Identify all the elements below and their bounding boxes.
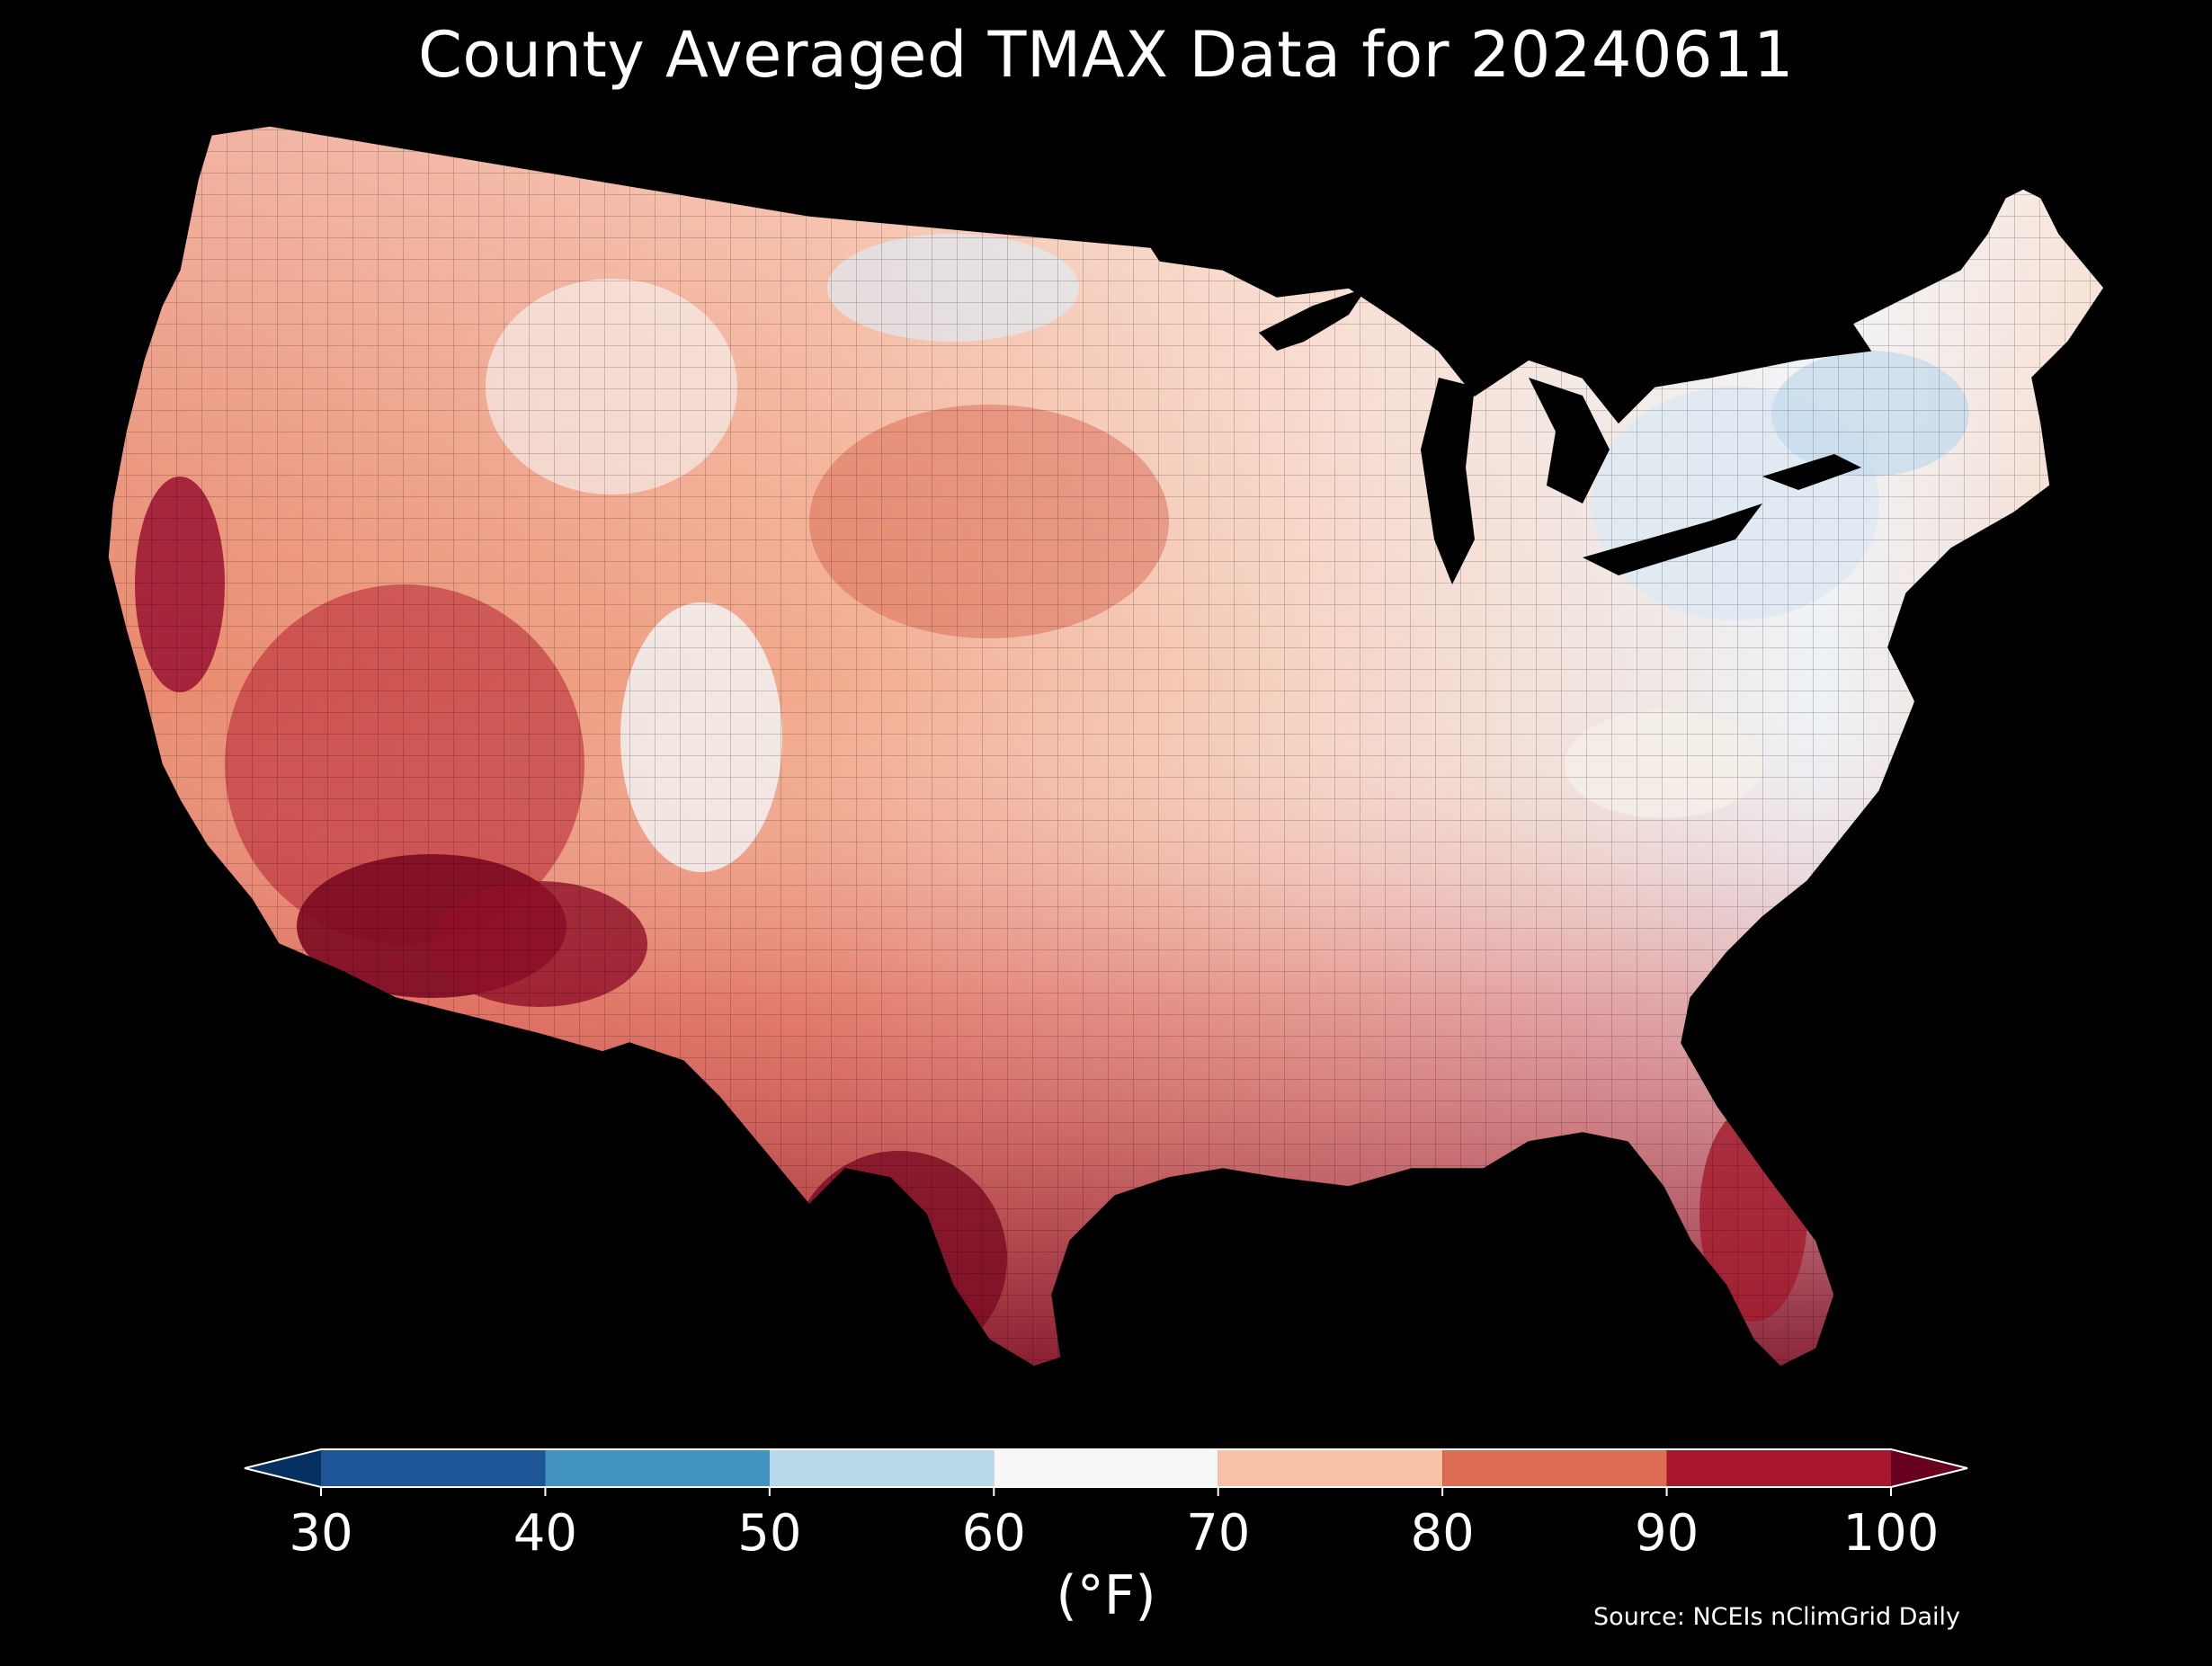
lake-erie xyxy=(1583,503,1762,575)
colorbar-bin xyxy=(769,1449,995,1487)
colorbar-tick-label: 30 xyxy=(289,1504,352,1563)
colorbar-tick-label: 100 xyxy=(1843,1504,1940,1563)
map-title: County Averaged TMAX Data for 20240611 xyxy=(417,18,1795,92)
lake-huron xyxy=(1529,378,1610,503)
source-credit: Source: NCEIs nClimGrid Daily xyxy=(1593,1603,1960,1631)
lake-ontario xyxy=(1762,454,1861,490)
colorbar-bin xyxy=(1666,1449,1891,1487)
colorbar-tick-label: 80 xyxy=(1411,1504,1475,1563)
colorbar-tick-label: 50 xyxy=(737,1504,801,1563)
colorbar-bin xyxy=(1217,1449,1443,1487)
lake-michigan xyxy=(1421,378,1475,584)
colorbar-unit-label: (°F) xyxy=(1056,1564,1156,1627)
colorbar-over-arrow xyxy=(1891,1449,1967,1487)
colorbar-bin xyxy=(994,1449,1218,1487)
colorbar-tick-label: 60 xyxy=(962,1504,1026,1563)
colorbar-tick-label: 70 xyxy=(1186,1504,1250,1563)
colorbar-bin xyxy=(321,1449,546,1487)
colorbar-under-arrow xyxy=(245,1449,321,1487)
colorbar-tick-label: 40 xyxy=(513,1504,577,1563)
colorbar-bin xyxy=(1442,1449,1667,1487)
colorbar-tick-label: 90 xyxy=(1635,1504,1699,1563)
colorbar-bin xyxy=(545,1449,770,1487)
lake-superior xyxy=(1259,288,1367,351)
